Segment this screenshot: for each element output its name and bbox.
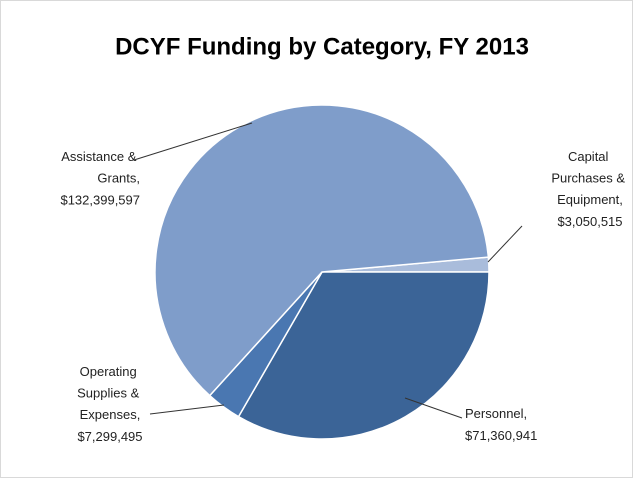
- value-label: $7,299,495: [77, 429, 142, 444]
- leader-line: [404, 397, 463, 419]
- pie-slice: [154, 104, 490, 397]
- leader-line: [487, 225, 523, 263]
- value-label: $132,399,597: [60, 192, 140, 207]
- leader-line: [149, 404, 225, 415]
- category-label: Operating Supplies & Expenses,: [77, 364, 143, 422]
- category-label: Capital Purchases & Equipment,: [551, 149, 628, 207]
- leader-line: [133, 122, 253, 161]
- category-label: Assistance & Grants,: [61, 149, 140, 186]
- value-label: $71,360,941: [465, 428, 537, 443]
- chart-title: DCYF Funding by Category, FY 2013: [115, 33, 529, 60]
- pie-slice: [237, 271, 490, 440]
- category-label: Personnel,: [465, 406, 527, 421]
- value-label: $3,050,515: [557, 214, 622, 229]
